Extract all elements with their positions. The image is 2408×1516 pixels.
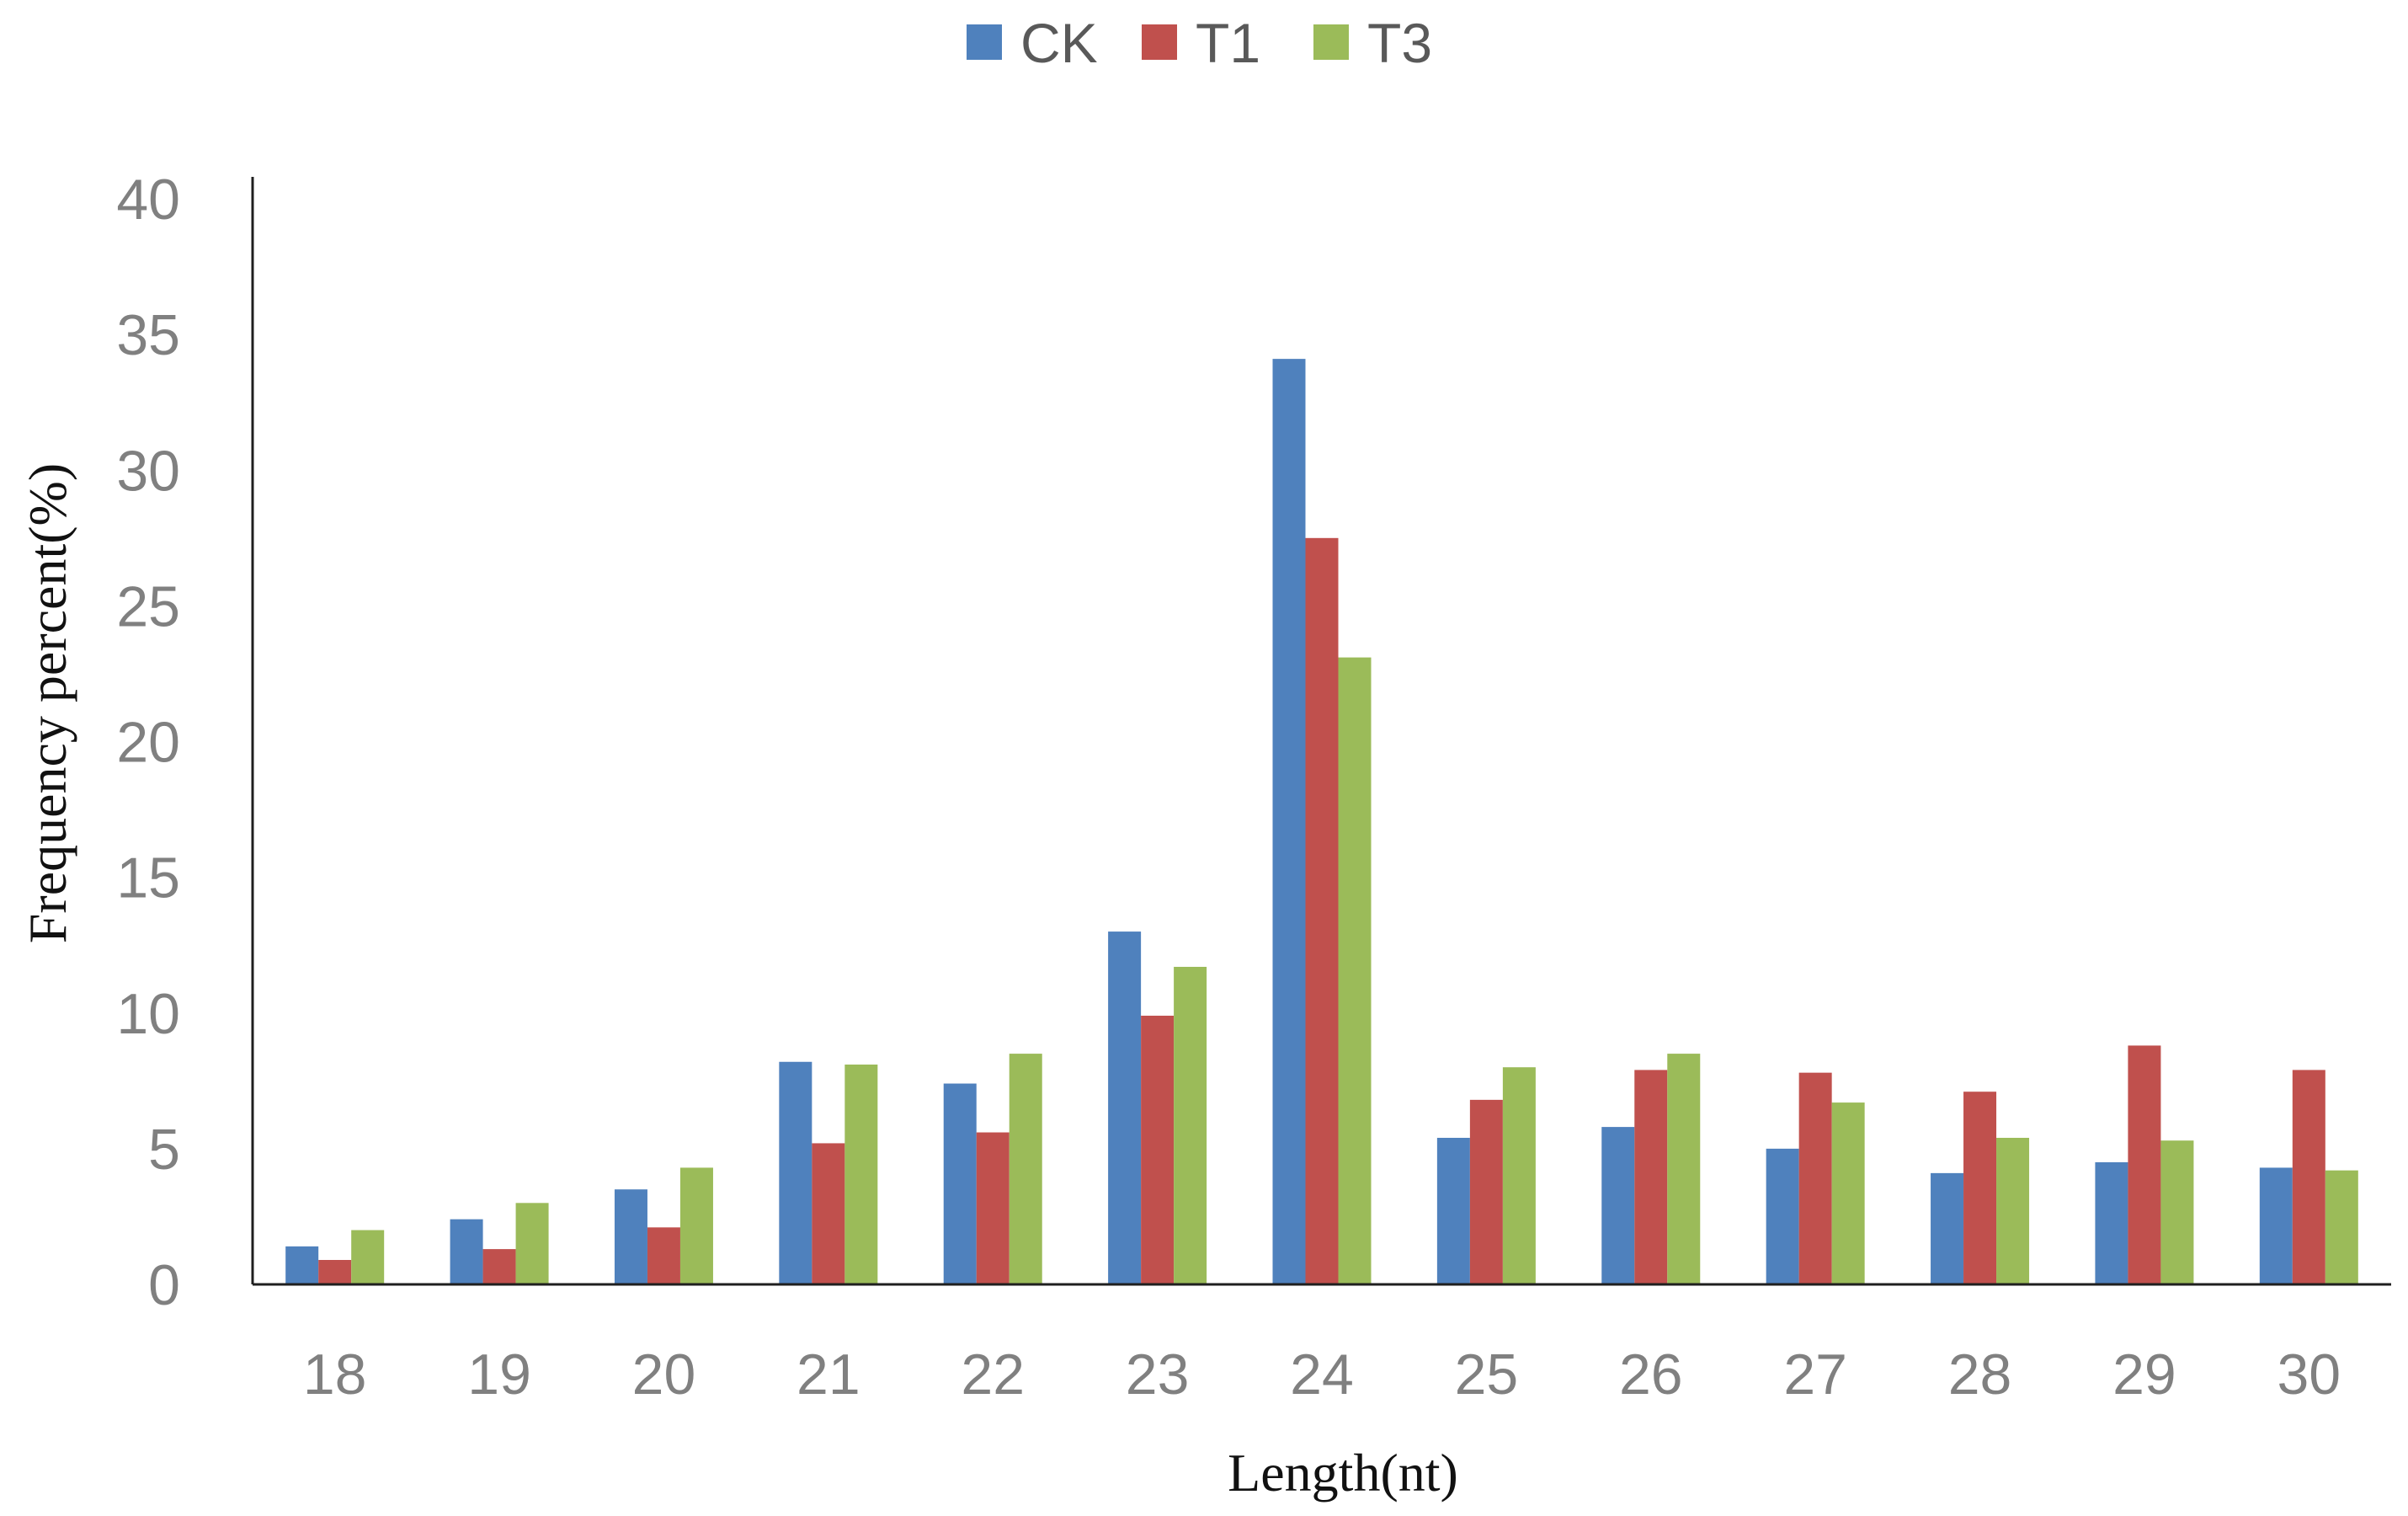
y-tick-label: 40 xyxy=(116,168,180,232)
bar-t3-23 xyxy=(1174,966,1207,1284)
y-tick-label: 15 xyxy=(116,846,180,910)
x-tick-label: 23 xyxy=(1126,1343,1190,1407)
bar-t1-28 xyxy=(1963,1092,1997,1284)
y-axis-ticks: 0 5 10 15 20 25 30 35 40 xyxy=(116,168,180,1317)
y-tick-label: 0 xyxy=(148,1253,180,1317)
legend-swatch-t3 xyxy=(1313,24,1349,60)
legend-label-ck: CK xyxy=(1020,12,1098,74)
bar-ck-28 xyxy=(1931,1172,1964,1284)
x-tick-label: 25 xyxy=(1455,1343,1519,1407)
bar-t1-25 xyxy=(1469,1099,1503,1284)
legend: CK T1 T3 xyxy=(967,12,1432,74)
bar-t1-20 xyxy=(647,1227,680,1284)
x-tick-label: 21 xyxy=(796,1343,860,1407)
bar-t3-29 xyxy=(2160,1140,2194,1284)
x-tick-label: 19 xyxy=(467,1343,531,1407)
bar-t3-22 xyxy=(1009,1054,1042,1284)
bar-t1-27 xyxy=(1798,1072,1832,1284)
bar-t3-19 xyxy=(515,1203,549,1284)
bar-t1-21 xyxy=(812,1143,845,1284)
bar-t3-25 xyxy=(1502,1067,1536,1284)
bar-t1-29 xyxy=(2128,1045,2161,1284)
bar-ck-23 xyxy=(1108,931,1142,1284)
y-axis-title: Frequency percent(%) xyxy=(18,463,77,943)
bar-t3-24 xyxy=(1338,657,1372,1284)
legend-swatch-t1 xyxy=(1142,24,1177,60)
x-tick-label: 29 xyxy=(2112,1343,2176,1407)
bar-ck-26 xyxy=(1601,1127,1635,1284)
bar-t1-26 xyxy=(1634,1070,1668,1284)
bar-ck-29 xyxy=(2095,1161,2128,1284)
bar-ck-27 xyxy=(1766,1148,1799,1284)
x-tick-label: 20 xyxy=(632,1343,696,1407)
bar-ck-20 xyxy=(614,1189,647,1284)
x-axis-ticks: 18 19 20 21 22 23 24 25 26 27 28 29 30 xyxy=(303,1343,2341,1407)
bars xyxy=(285,359,2358,1285)
legend-label-t1: T1 xyxy=(1196,12,1260,74)
legend-label-t3: T3 xyxy=(1367,12,1432,74)
bar-ck-21 xyxy=(779,1061,812,1284)
bar-ck-30 xyxy=(2259,1167,2293,1284)
y-tick-label: 30 xyxy=(116,439,180,503)
bar-t1-22 xyxy=(976,1132,1010,1284)
x-tick-label: 26 xyxy=(1619,1343,1683,1407)
bar-t3-21 xyxy=(844,1064,878,1284)
bar-t3-18 xyxy=(351,1230,385,1284)
bar-t3-27 xyxy=(1831,1102,1865,1284)
y-tick-label: 35 xyxy=(116,303,180,367)
x-axis-title: Length(nt) xyxy=(1228,1443,1458,1503)
x-tick-label: 30 xyxy=(2277,1343,2341,1407)
y-tick-label: 20 xyxy=(116,711,180,775)
y-tick-label: 25 xyxy=(116,574,180,638)
bar-t1-19 xyxy=(482,1249,516,1284)
x-tick-label: 27 xyxy=(1783,1343,1847,1407)
bar-t1-30 xyxy=(2292,1070,2325,1284)
legend-swatch-ck xyxy=(967,24,1002,60)
bar-t3-30 xyxy=(2325,1170,2358,1284)
bar-ck-25 xyxy=(1436,1137,1470,1284)
bar-t1-23 xyxy=(1141,1015,1175,1284)
bar-t3-28 xyxy=(1996,1137,2030,1284)
bar-ck-19 xyxy=(450,1219,483,1284)
bar-ck-18 xyxy=(285,1246,319,1284)
x-tick-label: 28 xyxy=(1948,1343,2012,1407)
x-tick-label: 22 xyxy=(961,1343,1025,1407)
bar-t1-24 xyxy=(1305,537,1339,1284)
bar-ck-24 xyxy=(1272,359,1306,1285)
bar-t3-20 xyxy=(679,1167,713,1284)
y-tick-label: 5 xyxy=(148,1118,180,1182)
x-tick-label: 24 xyxy=(1290,1343,1354,1407)
bar-t1-18 xyxy=(318,1259,352,1284)
bar-ck-22 xyxy=(943,1083,977,1284)
x-tick-label: 18 xyxy=(303,1343,367,1407)
bar-t3-26 xyxy=(1667,1054,1701,1284)
y-tick-label: 10 xyxy=(116,982,180,1046)
